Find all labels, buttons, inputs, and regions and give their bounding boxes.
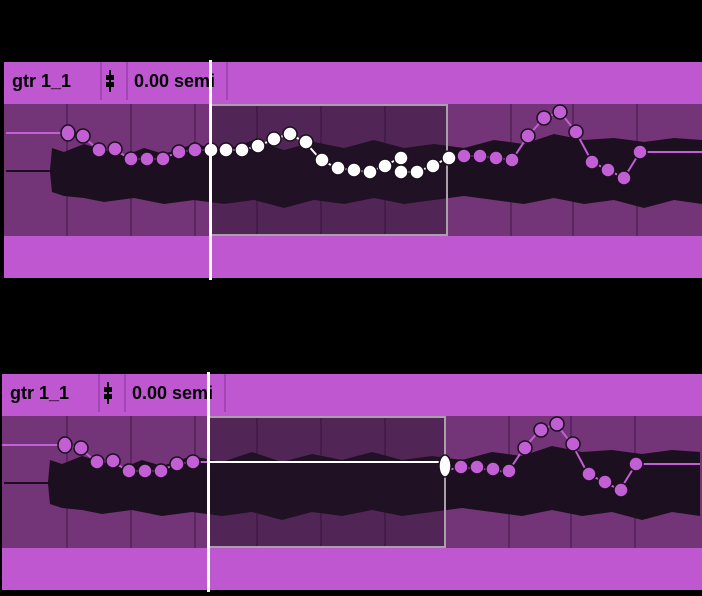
pitch-curve	[6, 104, 702, 186]
track-name[interactable]: gtr 1_1	[2, 374, 100, 412]
pitch-adjust-icon	[104, 382, 112, 404]
pitch-value[interactable]: 0.00 semi	[128, 62, 228, 100]
track-name-label: gtr 1_1	[10, 382, 70, 403]
track-name[interactable]: gtr 1_1	[4, 62, 102, 100]
pitch-adjust-button[interactable]	[94, 62, 128, 100]
selection-region[interactable]	[208, 416, 446, 548]
pitch-value-label: 0.00 semi	[132, 382, 214, 403]
pitch-adjust-icon	[106, 70, 114, 92]
pitch-automation-lane[interactable]	[4, 104, 702, 236]
track-2: gtr 1_1 0.00 semi	[0, 374, 702, 592]
track-header: gtr 1_1 0.00 semi	[4, 62, 702, 104]
pitch-curve	[2, 416, 700, 498]
track-name-label: gtr 1_1	[12, 70, 72, 91]
pitch-automation-lane[interactable]	[2, 416, 702, 548]
track-footer	[4, 236, 702, 278]
playhead[interactable]	[207, 372, 210, 592]
track-footer	[2, 548, 702, 590]
pitch-adjust-button[interactable]	[92, 374, 126, 412]
playhead[interactable]	[209, 60, 212, 280]
pitch-value[interactable]: 0.00 semi	[126, 374, 226, 412]
track-header: gtr 1_1 0.00 semi	[2, 374, 702, 416]
pitch-value-label: 0.00 semi	[134, 70, 216, 91]
track-1: gtr 1_1 0.00 semi	[0, 62, 702, 280]
